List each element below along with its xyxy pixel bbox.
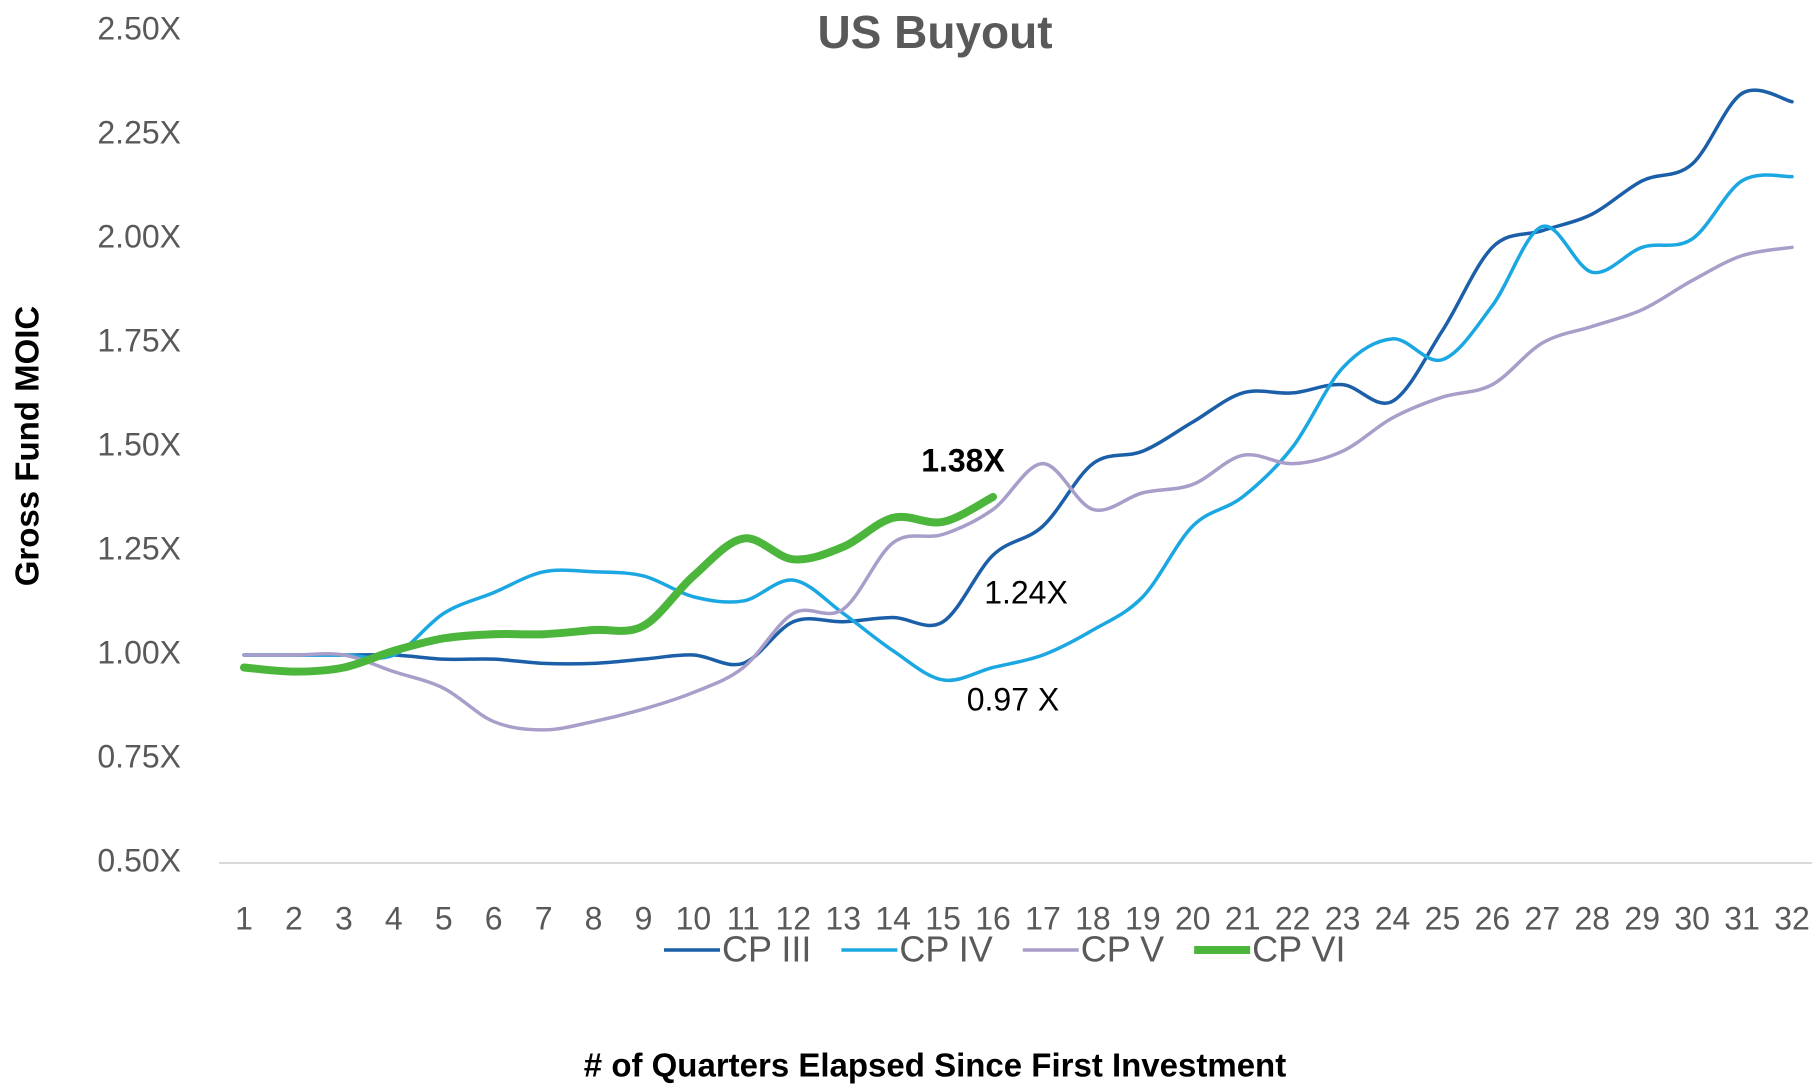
y-tick-label: 1.75X: [97, 322, 181, 358]
series-line: [242, 245, 1794, 732]
x-tick-label: 6: [485, 900, 503, 936]
x-tick-label: 31: [1724, 900, 1760, 936]
x-tick-label: 29: [1624, 900, 1660, 936]
chart-title: US Buyout: [817, 6, 1052, 58]
x-tick-label: 14: [875, 900, 911, 936]
x-tick-label: 12: [775, 900, 811, 936]
x-tick-label: 4: [385, 900, 403, 936]
x-tick-label: 9: [635, 900, 653, 936]
x-tick-label: 19: [1125, 900, 1161, 936]
x-tick-label: 8: [585, 900, 603, 936]
x-tick-label: 5: [435, 900, 453, 936]
x-tick-label: 26: [1475, 900, 1511, 936]
x-tick-label: 11: [727, 900, 760, 936]
legend-label: CP IV: [899, 929, 992, 970]
y-axis-title: Gross Fund MOIC: [9, 306, 46, 587]
y-tick-label: 2.00X: [97, 218, 181, 254]
legend-label: CP VI: [1252, 929, 1345, 970]
x-tick-label: 15: [925, 900, 961, 936]
x-tick-label: 7: [535, 900, 553, 936]
x-tick-label: 13: [825, 900, 861, 936]
x-tick-label: 10: [676, 900, 712, 936]
y-tick-label: 0.50X: [97, 842, 181, 878]
annotation: 1.38X: [921, 442, 1005, 478]
y-tick-label: 1.25X: [97, 530, 181, 566]
x-tick-label: 16: [975, 900, 1011, 936]
legend-label: CP III: [722, 929, 811, 970]
x-tick-label: 2: [285, 900, 303, 936]
x-tick-label: 20: [1175, 900, 1211, 936]
y-tick-label: 1.00X: [97, 634, 181, 670]
x-tick-label: 25: [1425, 900, 1461, 936]
annotation: 1.24X: [984, 574, 1068, 610]
x-tick-label: 17: [1025, 900, 1061, 936]
series-line: [242, 88, 1794, 667]
series-line: [240, 492, 998, 676]
x-tick-label: 27: [1525, 900, 1561, 936]
y-tick-label: 2.50X: [97, 10, 181, 46]
x-axis-title: # of Quarters Elapsed Since First Invest…: [584, 1047, 1286, 1084]
x-tick-label: 18: [1075, 900, 1111, 936]
annotation: 0.97 X: [967, 681, 1060, 717]
x-tick-label: 22: [1275, 900, 1311, 936]
x-tick-label: 21: [1225, 900, 1261, 936]
y-tick-label: 1.50X: [97, 426, 181, 462]
x-tick-label: 3: [335, 900, 353, 936]
y-tick-label: 0.75X: [97, 738, 181, 774]
x-tick-label: 28: [1574, 900, 1610, 936]
x-tick-label: 24: [1375, 900, 1411, 936]
x-tick-label: 1: [235, 900, 253, 936]
series-line: [242, 173, 1794, 683]
y-tick-label: 2.25X: [97, 114, 181, 150]
legend-label: CP V: [1081, 929, 1164, 970]
x-tick-label: 30: [1674, 900, 1710, 936]
x-tick-label: 23: [1325, 900, 1361, 936]
x-tick-label: 32: [1774, 900, 1810, 936]
